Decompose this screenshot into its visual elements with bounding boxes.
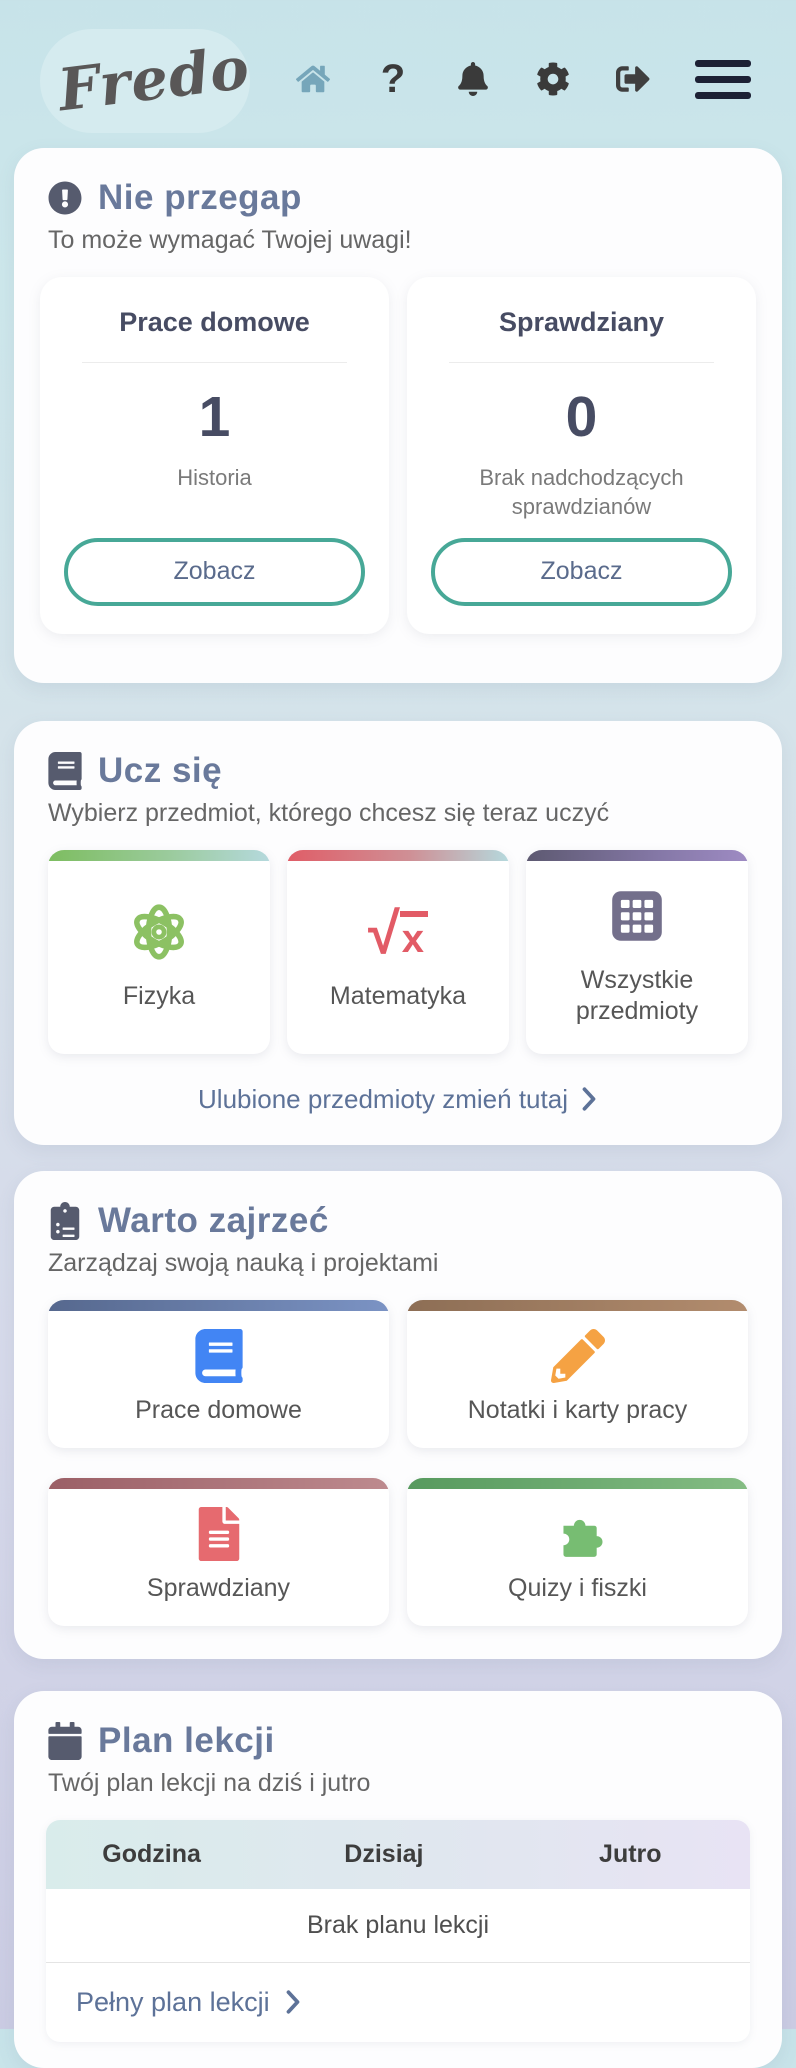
calendar-icon bbox=[48, 1721, 82, 1760]
subject-tile-label: Matematyka bbox=[329, 981, 467, 1010]
manage-tile-quizy[interactable]: Quizy i fiszki bbox=[407, 1477, 748, 1626]
section-subtitle-learn: Wybierz przedmiot, którego chcesz się te… bbox=[48, 799, 610, 827]
manage-tile-label: Quizy i fiszki bbox=[508, 1573, 647, 1602]
subject-tile-label: Fizyka bbox=[122, 981, 196, 1010]
logo: Fredo bbox=[40, 29, 253, 133]
section-timetable: Plan lekcji Twój plan lekcji na dziś i j… bbox=[14, 1690, 782, 2068]
manage-tile-label: Notatki i karty pracy bbox=[467, 1395, 688, 1424]
settings-gear-icon[interactable] bbox=[535, 61, 571, 97]
timetable-table: Godzina Dzisiaj Jutro Brak planu lekcji … bbox=[46, 1819, 750, 2042]
test-file-icon bbox=[198, 1506, 239, 1561]
manage-tile-label: Prace domowe bbox=[135, 1395, 302, 1424]
subject-tile-wszystkie-przedmioty[interactable]: Wszystkie przedmioty bbox=[526, 850, 748, 1054]
subject-tile-fizyka[interactable]: Fizyka bbox=[48, 850, 270, 1054]
clipboard-icon bbox=[50, 1201, 80, 1240]
tests-card-title: Sprawdziany bbox=[498, 307, 665, 337]
section-title-alerts: Nie przegap bbox=[98, 178, 302, 217]
subject-tile-label: Wszystkie przedmioty bbox=[575, 966, 699, 1026]
home-icon[interactable] bbox=[295, 61, 331, 97]
section-title-manage: Warto zajrzeć bbox=[98, 1200, 329, 1240]
full-timetable-link[interactable]: Pełny plan lekcji bbox=[46, 1963, 750, 2042]
timetable-header-godzina: Godzina bbox=[102, 1839, 201, 1868]
homework-subject-label: Historia bbox=[177, 465, 252, 490]
help-icon[interactable]: ? bbox=[380, 56, 406, 101]
homework-card-title: Prace domowe bbox=[119, 307, 310, 337]
chevron-right-icon bbox=[286, 1990, 299, 2014]
exclamation-circle-icon bbox=[48, 181, 82, 215]
section-subtitle-alerts: To może wymagać Twojej uwagi! bbox=[48, 226, 412, 254]
logo-text: Fredo bbox=[54, 33, 254, 125]
homework-count: 1 bbox=[198, 385, 231, 449]
full-timetable-link-label: Pełny plan lekcji bbox=[76, 1986, 270, 2017]
tests-summary-card: Sprawdziany 0 Brak nadchodzących sprawdz… bbox=[407, 277, 756, 634]
section-manage: Warto zajrzeć Zarządzaj swoją nauką i pr… bbox=[14, 1170, 782, 1659]
manage-tile-prace-domowe[interactable]: Prace domowe bbox=[48, 1299, 389, 1448]
notifications-bell-icon[interactable] bbox=[455, 61, 491, 97]
section-title-learn: Ucz się bbox=[98, 751, 223, 790]
tests-view-button[interactable]: Zobacz bbox=[431, 538, 732, 606]
pencil-icon bbox=[550, 1328, 605, 1383]
subject-tile-matematyka[interactable]: √ x Matematyka bbox=[287, 850, 509, 1054]
timetable-header-row: Godzina Dzisiaj Jutro bbox=[46, 1819, 750, 1889]
atom-icon bbox=[134, 904, 184, 960]
section-subtitle-timetable: Twój plan lekcji na dziś i jutro bbox=[48, 1768, 371, 1797]
favourite-subjects-link[interactable]: Ulubione przedmioty zmień tutaj bbox=[40, 1084, 756, 1115]
favourite-subjects-link-label: Ulubione przedmioty zmień tutaj bbox=[198, 1083, 568, 1114]
puzzle-piece-icon bbox=[562, 1519, 603, 1557]
timetable-header-dzisiaj: Dzisiaj bbox=[344, 1839, 424, 1868]
section-subtitle-manage: Zarządzaj swoją nauką i projektami bbox=[48, 1248, 439, 1277]
homework-book-icon bbox=[194, 1328, 243, 1383]
square-root-icon: √ x bbox=[368, 901, 429, 963]
timetable-empty-row: Brak planu lekcji bbox=[46, 1889, 750, 1963]
menu-hamburger-icon[interactable] bbox=[695, 59, 751, 99]
section-learn: Ucz się Wybierz przedmiot, którego chces… bbox=[14, 721, 782, 1145]
logout-icon[interactable] bbox=[615, 61, 651, 97]
app-header: Fredo ? bbox=[0, 0, 796, 148]
timetable-header-jutro: Jutro bbox=[599, 1839, 662, 1868]
section-alerts: Nie przegap To może wymagać Twojej uwagi… bbox=[14, 148, 782, 683]
manage-tile-notatki[interactable]: Notatki i karty pracy bbox=[407, 1299, 748, 1448]
header-icon-bar: ? bbox=[295, 56, 751, 101]
tests-status-label: Brak nadchodzących sprawdzianów bbox=[479, 465, 684, 519]
grid-icon bbox=[612, 891, 662, 941]
chevron-right-icon bbox=[582, 1087, 596, 1111]
manage-tile-sprawdziany[interactable]: Sprawdziany bbox=[48, 1477, 389, 1626]
homework-summary-card: Prace domowe 1 Historia Zobacz bbox=[40, 277, 389, 634]
manage-tile-label: Sprawdziany bbox=[146, 1573, 291, 1602]
homework-view-button[interactable]: Zobacz bbox=[64, 538, 365, 606]
tests-count: 0 bbox=[565, 385, 598, 449]
section-title-timetable: Plan lekcji bbox=[98, 1720, 275, 1760]
book-icon bbox=[48, 752, 82, 790]
